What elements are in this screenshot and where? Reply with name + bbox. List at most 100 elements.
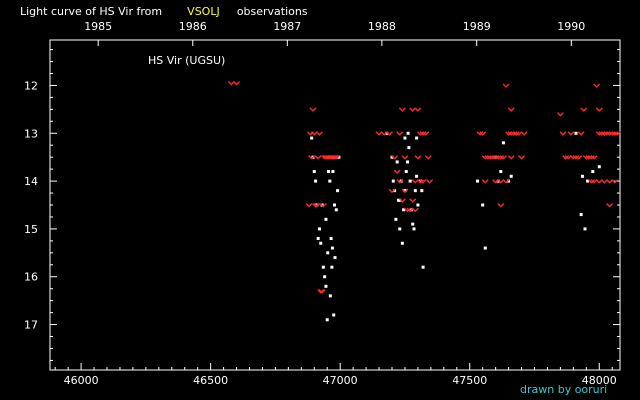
data-point-fainter-than xyxy=(398,107,406,112)
data-point-fainter-than xyxy=(318,289,326,294)
legend-label: HS Vir (UGSU) xyxy=(148,54,225,67)
data-point-fainter-than xyxy=(476,131,484,136)
data-point-visual xyxy=(408,179,412,183)
axis-ticks xyxy=(50,40,620,370)
data-point-visual xyxy=(416,203,420,207)
fainter-than-series xyxy=(227,81,621,294)
axis-tick-labels: 46000 46500 47000 47500 48000 1985 1986 1987 198… xyxy=(24,20,617,387)
data-point-fainter-than xyxy=(479,131,487,136)
data-point-fainter-than xyxy=(502,83,510,88)
data-point-fainter-than xyxy=(603,131,611,136)
data-point-fainter-than xyxy=(396,179,404,184)
data-point-fainter-than xyxy=(502,179,510,184)
data-point-fainter-than xyxy=(375,131,383,136)
data-point-fainter-than xyxy=(310,131,318,136)
data-point-fainter-than xyxy=(419,131,427,136)
data-point-fainter-than xyxy=(606,131,614,136)
data-point-fainter-than xyxy=(401,155,409,160)
data-point-visual xyxy=(413,189,417,193)
data-point-fainter-than xyxy=(422,131,430,136)
data-point-fainter-than xyxy=(481,179,489,184)
data-point-fainter-than xyxy=(393,169,401,175)
data-point-visual xyxy=(337,155,341,159)
data-point-fainter-than xyxy=(564,155,572,160)
data-point-fainter-than xyxy=(556,112,564,117)
credit-text: drawn by ooruri xyxy=(520,383,607,396)
data-point-fainter-than xyxy=(613,131,621,136)
x-tick-label: 46000 xyxy=(64,374,99,387)
data-point-fainter-than xyxy=(331,155,339,160)
data-point-fainter-than xyxy=(497,179,505,184)
data-point-fainter-than xyxy=(569,155,577,160)
data-point-fainter-than xyxy=(507,107,515,112)
data-point-visual xyxy=(310,136,314,140)
data-point-fainter-than xyxy=(595,131,603,136)
data-point-visual xyxy=(591,170,595,174)
data-point-fainter-than xyxy=(313,203,321,208)
data-point-visual xyxy=(330,265,334,269)
data-point-visual xyxy=(330,246,334,250)
data-point-fainter-than xyxy=(595,179,603,184)
visual-obs-series xyxy=(310,131,601,322)
data-point-visual xyxy=(326,251,330,255)
data-point-fainter-than xyxy=(391,155,399,160)
data-point-visual xyxy=(586,179,590,183)
data-point-visual xyxy=(404,170,408,174)
data-point-visual xyxy=(327,170,331,174)
data-point-fainter-than xyxy=(305,203,313,208)
data-point-visual xyxy=(412,227,416,231)
data-point-visual xyxy=(476,179,479,183)
data-point-visual xyxy=(324,217,328,221)
top-tick-label: 1987 xyxy=(273,20,301,33)
data-point-fainter-than xyxy=(417,179,424,184)
data-point-fainter-than xyxy=(598,131,606,136)
data-point-fainter-than xyxy=(507,155,515,160)
data-point-fainter-than xyxy=(611,131,619,136)
data-point-visual xyxy=(415,174,419,178)
data-point-fainter-than xyxy=(312,203,320,208)
data-point-fainter-than xyxy=(580,107,588,112)
data-point-fainter-than xyxy=(582,155,590,160)
x-tick-label: 47000 xyxy=(323,374,358,387)
data-point-visual xyxy=(398,198,402,202)
data-point-visual xyxy=(325,318,329,322)
data-point-visual xyxy=(334,208,338,212)
data-point-visual xyxy=(402,208,406,212)
data-point-fainter-than xyxy=(489,155,497,160)
data-point-fainter-than xyxy=(588,155,595,160)
chart-title: Light curve of HS Vir from VSOLJ observa… xyxy=(20,0,308,19)
y-tick-label: 15 xyxy=(24,223,38,236)
data-point-fainter-than xyxy=(608,131,616,136)
data-point-visual xyxy=(391,179,395,183)
data-point-visual xyxy=(321,265,325,269)
data-point-fainter-than xyxy=(572,155,580,160)
data-point-fainter-than xyxy=(497,155,505,160)
data-point-visual xyxy=(481,203,485,207)
data-point-fainter-than xyxy=(590,155,598,160)
data-point-fainter-than xyxy=(332,155,340,160)
data-point-visual xyxy=(324,284,328,288)
data-point-visual xyxy=(331,170,335,174)
data-point-fainter-than xyxy=(233,81,241,86)
data-point-fainter-than xyxy=(319,203,327,208)
data-point-fainter-than xyxy=(406,207,414,213)
data-point-fainter-than xyxy=(380,131,388,136)
data-point-visual xyxy=(403,136,407,140)
chart-title-source: VSOLJ xyxy=(187,5,220,18)
data-point-fainter-than xyxy=(317,289,325,294)
data-point-fainter-than xyxy=(417,131,424,136)
data-point-fainter-than xyxy=(507,131,515,136)
data-point-fainter-than xyxy=(308,155,316,160)
data-point-visual xyxy=(328,294,332,298)
data-point-fainter-than xyxy=(593,83,601,88)
data-point-fainter-than xyxy=(419,179,427,184)
data-point-visual xyxy=(580,174,584,178)
data-point-visual xyxy=(501,141,505,145)
top-tick-label: 1990 xyxy=(557,20,585,33)
data-point-fainter-than xyxy=(486,155,494,160)
data-point-fainter-than xyxy=(600,131,608,136)
data-point-visual xyxy=(403,189,407,193)
data-point-fainter-than xyxy=(484,155,492,160)
